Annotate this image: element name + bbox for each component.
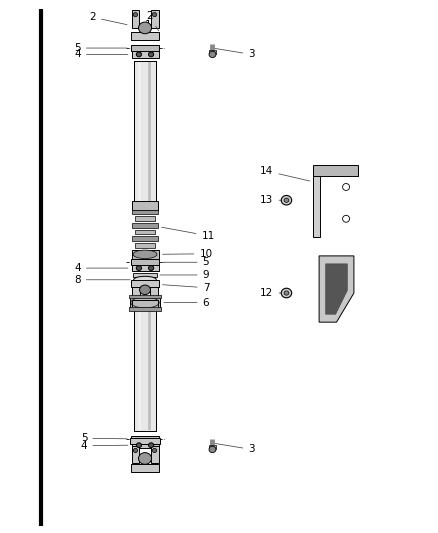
- Bar: [132, 287, 140, 299]
- Text: 4: 4: [81, 441, 128, 451]
- Bar: [209, 50, 215, 54]
- Bar: [148, 310, 151, 430]
- Ellipse shape: [209, 51, 216, 58]
- Bar: [151, 446, 159, 463]
- Bar: [150, 287, 158, 299]
- Bar: [132, 236, 158, 241]
- Bar: [131, 265, 159, 271]
- Bar: [132, 209, 158, 214]
- Bar: [134, 230, 155, 235]
- Text: 9: 9: [160, 270, 209, 280]
- Bar: [131, 10, 139, 28]
- Polygon shape: [325, 264, 347, 314]
- Text: 14: 14: [260, 166, 310, 181]
- Ellipse shape: [152, 448, 157, 453]
- Ellipse shape: [136, 266, 141, 270]
- Ellipse shape: [133, 448, 138, 453]
- Bar: [131, 45, 159, 51]
- Text: 13: 13: [260, 195, 290, 205]
- Text: 8: 8: [74, 274, 130, 285]
- Text: 5: 5: [81, 433, 127, 443]
- Text: 4: 4: [74, 50, 128, 59]
- Bar: [131, 249, 159, 259]
- Ellipse shape: [284, 291, 289, 295]
- Bar: [131, 32, 159, 40]
- Ellipse shape: [133, 12, 138, 17]
- Text: 5: 5: [162, 257, 209, 267]
- Bar: [131, 464, 159, 472]
- Ellipse shape: [136, 443, 141, 448]
- Bar: [138, 62, 141, 201]
- Polygon shape: [319, 256, 354, 322]
- Ellipse shape: [281, 196, 292, 205]
- Ellipse shape: [136, 52, 141, 57]
- Text: 1: 1: [145, 20, 152, 30]
- Bar: [134, 216, 155, 221]
- Bar: [134, 61, 156, 203]
- Polygon shape: [313, 165, 358, 176]
- Ellipse shape: [343, 215, 350, 222]
- Text: 7: 7: [162, 282, 209, 293]
- Bar: [129, 295, 161, 298]
- Bar: [134, 243, 155, 248]
- Ellipse shape: [209, 446, 216, 453]
- Ellipse shape: [134, 276, 156, 283]
- Bar: [131, 436, 159, 442]
- Ellipse shape: [133, 250, 157, 259]
- Text: 2: 2: [89, 12, 127, 25]
- Bar: [131, 51, 159, 58]
- Ellipse shape: [148, 266, 154, 270]
- Text: 5: 5: [74, 43, 127, 53]
- Ellipse shape: [148, 52, 154, 57]
- Ellipse shape: [284, 198, 289, 203]
- Bar: [129, 308, 161, 311]
- Text: 6: 6: [164, 297, 209, 308]
- Ellipse shape: [152, 12, 157, 17]
- Bar: [209, 445, 215, 449]
- Bar: [131, 442, 159, 448]
- Bar: [132, 201, 158, 211]
- Text: 11: 11: [162, 227, 215, 241]
- Bar: [148, 62, 151, 201]
- Ellipse shape: [148, 443, 154, 448]
- Bar: [132, 300, 158, 310]
- Ellipse shape: [140, 285, 150, 295]
- Bar: [130, 297, 160, 309]
- Text: 3: 3: [215, 443, 255, 455]
- Bar: [131, 446, 139, 463]
- Text: 2: 2: [146, 11, 159, 31]
- Ellipse shape: [281, 288, 292, 298]
- Bar: [131, 260, 159, 265]
- Bar: [132, 250, 158, 255]
- Text: 3: 3: [215, 49, 255, 59]
- Ellipse shape: [138, 22, 152, 34]
- Bar: [133, 272, 157, 277]
- Bar: [130, 438, 160, 443]
- Bar: [132, 223, 158, 228]
- Bar: [134, 309, 156, 431]
- Polygon shape: [313, 168, 358, 237]
- Text: 12: 12: [260, 288, 290, 298]
- Ellipse shape: [343, 183, 350, 190]
- Bar: [151, 10, 159, 28]
- Text: 4: 4: [74, 263, 128, 273]
- Bar: [131, 280, 159, 287]
- Ellipse shape: [138, 453, 152, 464]
- Bar: [138, 310, 141, 430]
- Text: 10: 10: [162, 249, 212, 259]
